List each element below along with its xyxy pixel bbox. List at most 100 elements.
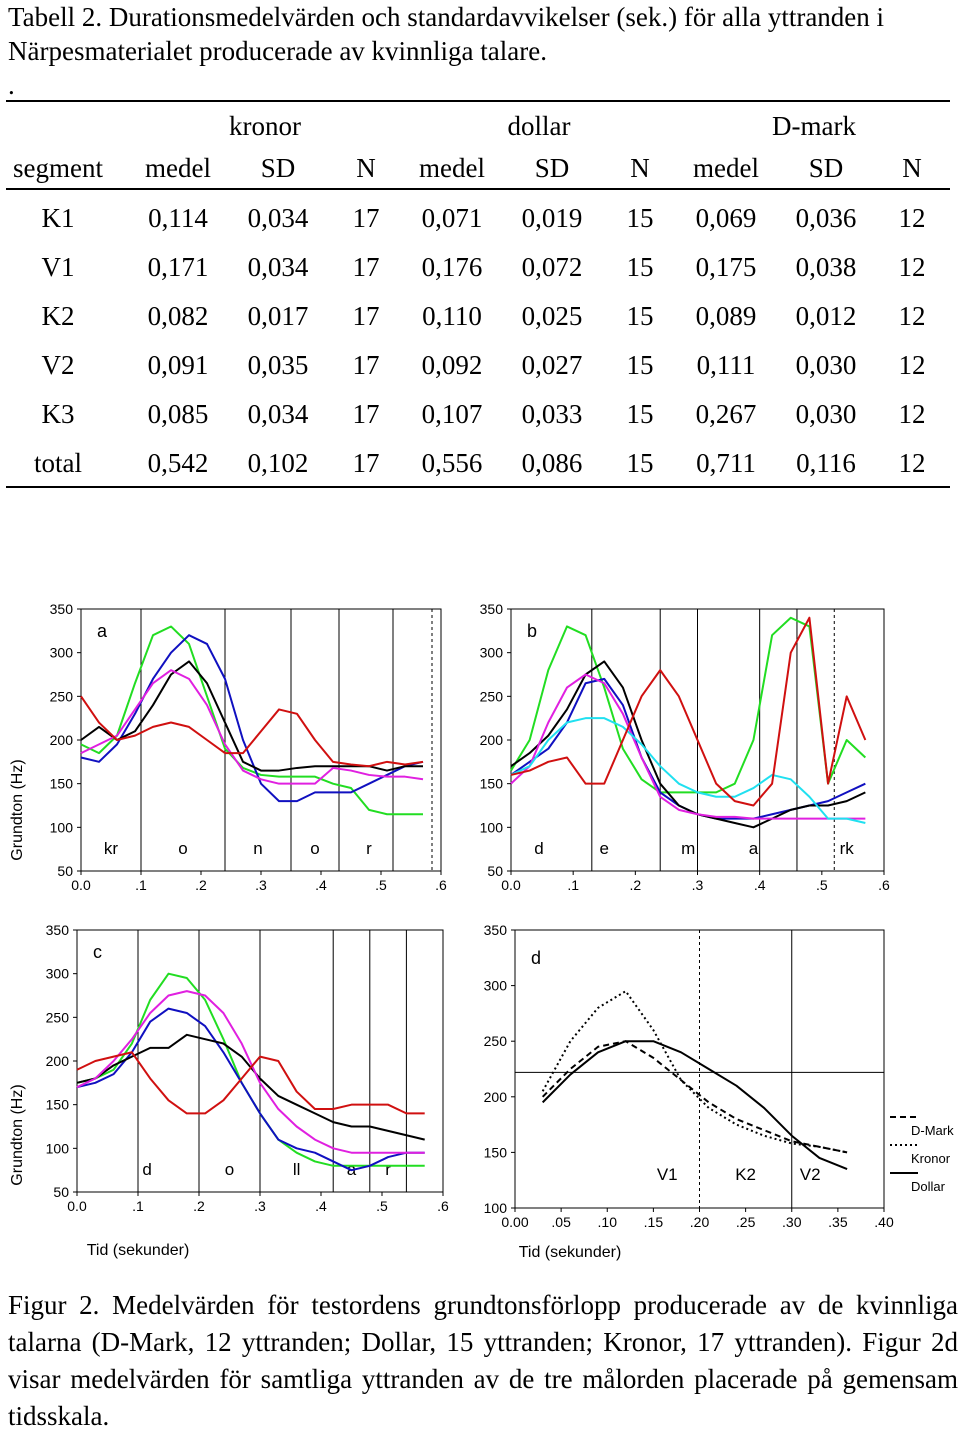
segment-label: V1	[657, 1165, 678, 1184]
table-cell: total	[34, 448, 82, 478]
series-line	[80, 695, 424, 768]
table-cell: 12	[898, 350, 926, 380]
series-line	[510, 660, 866, 829]
x-tick-label: .2	[195, 877, 207, 893]
segment-label: V2	[800, 1165, 821, 1184]
x-tick-label: .25	[736, 1214, 756, 1230]
figure: Grundton (Hz) Grundton (Hz) Tid (sekunde…	[9, 601, 954, 1261]
x-tick-label: .4	[754, 877, 766, 893]
table-cell: 0,034	[247, 203, 309, 233]
segment-label: o	[225, 1160, 234, 1179]
table-cell: 15	[626, 252, 654, 282]
panel-label: d	[531, 948, 541, 968]
x-tick-label: 0.0	[501, 877, 521, 893]
table-cell: 17	[352, 399, 380, 429]
column-header: SD	[534, 153, 570, 183]
table-caption: Tabell 2. Durationsmedelvärden och stand…	[8, 2, 885, 100]
group-header-dmark: D-mark	[772, 111, 856, 141]
x-tick-label: .5	[375, 877, 387, 893]
y-tick-label: 350	[50, 601, 74, 617]
x-tick-label: 0.0	[71, 877, 91, 893]
table-cell: 15	[626, 350, 654, 380]
y-tick-label: 250	[480, 688, 504, 704]
segment-label: r	[385, 1160, 391, 1179]
y-tick-label: 150	[46, 1097, 70, 1113]
xlabel-right: Tid (sekunder)	[519, 1244, 622, 1261]
table-cell: 0,069	[695, 203, 757, 233]
column-header: medel	[145, 153, 211, 183]
legend-label: Dollar	[911, 1179, 946, 1194]
y-tick-label: 200	[46, 1053, 70, 1069]
table-cell: 0,107	[421, 399, 483, 429]
table-cell: 0,556	[421, 448, 483, 478]
y-tick-label: 150	[480, 776, 504, 792]
table-cell: 0,711	[696, 448, 756, 478]
table-cell: 0,017	[247, 301, 309, 331]
table-cell: 12	[898, 203, 926, 233]
y-tick-label: 350	[480, 601, 504, 617]
x-tick-label: .4	[315, 877, 327, 893]
table-cell: 0,035	[247, 350, 309, 380]
y-tick-label: 200	[50, 732, 74, 748]
series-line	[76, 1033, 425, 1141]
x-tick-label: .1	[567, 877, 579, 893]
panel-label: c	[93, 942, 102, 962]
column-header: SD	[808, 153, 844, 183]
y-tick-label: 300	[484, 978, 508, 994]
x-tick-label: .6	[437, 1198, 449, 1214]
y-tick-label: 100	[46, 1140, 70, 1156]
table-cell: 0,036	[795, 203, 857, 233]
series-line	[541, 1040, 848, 1171]
y-tick-label: 100	[50, 819, 74, 835]
series-line	[541, 1040, 848, 1154]
column-header: SD	[260, 153, 296, 183]
y-tick-label: 350	[484, 922, 508, 938]
table-cell: 0,012	[795, 301, 857, 331]
x-tick-label: .40	[874, 1214, 894, 1230]
table-cell: K2	[41, 301, 75, 331]
series-line	[76, 972, 425, 1167]
table-cell: K1	[41, 203, 75, 233]
table-cell: 0,034	[247, 399, 309, 429]
series-line	[80, 660, 423, 772]
segment-label: e	[600, 839, 609, 858]
table-cell: 0,114	[148, 203, 208, 233]
segment-label: rk	[840, 839, 855, 858]
series-line	[76, 990, 425, 1154]
segment-label: o	[178, 839, 187, 858]
table-cell: 0,071	[421, 203, 483, 233]
x-tick-label: .15	[644, 1214, 664, 1230]
figure-caption: Figur 2. Medelvärden för testordens grun…	[8, 1290, 958, 1431]
y-tick-label: 300	[480, 645, 504, 661]
table-cell: K3	[41, 399, 75, 429]
y-tick-label: 300	[50, 645, 74, 661]
x-tick-label: 0.00	[501, 1214, 528, 1230]
table-cell: 17	[352, 301, 380, 331]
series-line	[510, 677, 866, 820]
column-header: medel	[693, 153, 759, 183]
x-tick-label: .10	[598, 1214, 618, 1230]
table-cell: 15	[626, 448, 654, 478]
table-rule-header	[6, 188, 950, 190]
legend-label: D-Mark	[911, 1123, 954, 1138]
segment-label: d	[142, 1160, 151, 1179]
table-cell: 15	[626, 399, 654, 429]
x-tick-label: .30	[782, 1214, 802, 1230]
segment-label: r	[366, 839, 372, 858]
series-line	[80, 669, 424, 785]
table-cell: V2	[41, 350, 75, 380]
segment-label: n	[253, 839, 262, 858]
xlabel-left: Tid (sekunder)	[87, 1242, 190, 1259]
table-rule-bottom	[6, 486, 950, 488]
segment-label: kr	[104, 839, 119, 858]
series-line	[80, 634, 424, 803]
table-cell: 0,175	[695, 252, 757, 282]
x-tick-label: .35	[828, 1214, 848, 1230]
table-cell: 0,176	[421, 252, 483, 282]
table-cell: 17	[352, 203, 380, 233]
x-tick-label: .3	[254, 1198, 266, 1214]
series-line	[76, 1007, 425, 1172]
segment-label: a	[749, 839, 759, 858]
segment-label: m	[681, 839, 695, 858]
x-tick-label: .4	[315, 1198, 327, 1214]
